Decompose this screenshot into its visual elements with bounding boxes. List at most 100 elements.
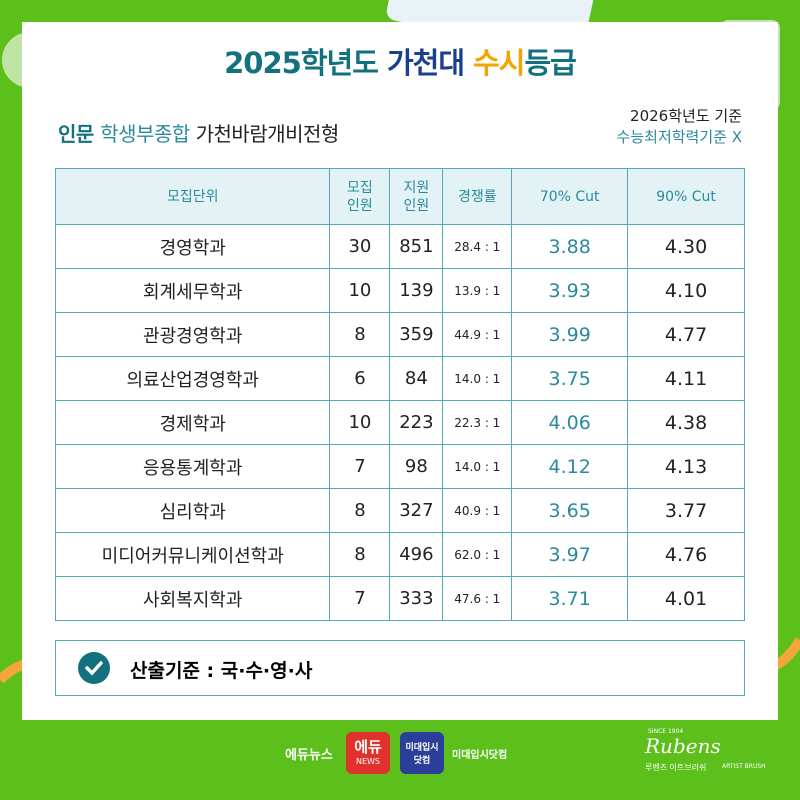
table-cell: 10	[329, 400, 391, 445]
table-cell: 3.65	[511, 488, 629, 533]
title: 2025학년도 가천대 수시등급	[0, 40, 800, 82]
column-header: 모집단위	[54, 168, 331, 225]
rubens-korean: 루벤즈 아트브러쉬	[645, 763, 707, 772]
table-cell: 7	[329, 576, 391, 621]
title-part: 등급	[524, 46, 577, 80]
table-cell: 4.11	[627, 356, 745, 401]
subtitle-part: 학생부종합	[100, 122, 196, 146]
column-header-line: 모집	[347, 179, 373, 196]
table-row: 경제학과 10 223 22.3 : 1 4.06 4.38	[54, 400, 745, 445]
table-cell: 327	[389, 488, 444, 533]
column-header: 경쟁률	[442, 168, 513, 225]
note-line: 2026학년도 기준	[630, 107, 742, 125]
edu-logo-text: NEWS	[355, 757, 381, 766]
table-cell: 22.3 : 1	[442, 400, 513, 445]
table-row: 사회복지학과 7 333 47.6 : 1 3.71 4.01	[54, 576, 745, 621]
table-cell: 6	[329, 356, 391, 401]
table-cell: 14.0 : 1	[442, 356, 513, 401]
footer: 에듀뉴스 에듀 NEWS 미대입시 닷컴 미대입시닷컴 SINCE 1904 R…	[0, 720, 800, 800]
table-cell: 139	[389, 268, 444, 313]
table: 모집단위 모집 인원 지원 인원 경쟁률 70% Cut 90% Cut 경영학과 30 851 2…	[54, 168, 745, 621]
column-header-line: 인원	[403, 197, 430, 214]
table-cell: 심리학과	[54, 488, 331, 533]
table-cell: 851	[389, 224, 444, 269]
table-cell: 98	[389, 444, 444, 489]
table-cell: 경영학과	[54, 224, 331, 269]
header-row: 모집단위 모집 인원 지원 인원 경쟁률 70% Cut 90% Cut	[54, 168, 745, 225]
table-cell: 8	[329, 488, 391, 533]
table-cell: 의료산업경영학과	[54, 356, 331, 401]
table-row: 미디어커뮤니케이션학과 8 496 62.0 : 1 3.97 4.76	[54, 532, 745, 577]
column-header-line: 70% Cut	[539, 188, 600, 205]
edu-logo-text: 에듀	[354, 738, 382, 756]
midae-logo: 미대입시 닷컴	[400, 732, 444, 774]
table-cell: 40.9 : 1	[442, 488, 513, 533]
table-cell: 응용통계학과	[54, 444, 331, 489]
column-header-line: 모집단위	[166, 188, 219, 205]
table-cell: 4.76	[627, 532, 745, 577]
table-cell: 4.30	[627, 224, 745, 269]
edu-logo: 에듀 NEWS	[346, 732, 390, 774]
table-cell: 3.71	[511, 576, 629, 621]
table-cell: 3.93	[511, 268, 629, 313]
table-cell: 14.0 : 1	[442, 444, 513, 489]
table-row: 회계세무학과 10 139 13.9 : 1 3.93 4.10	[54, 268, 745, 313]
table-row: 심리학과 8 327 40.9 : 1 3.65 3.77	[54, 488, 745, 533]
edunews-label: 에듀뉴스	[285, 748, 333, 763]
table-cell: 4.13	[627, 444, 745, 489]
title-part: 수시	[473, 46, 525, 80]
table-cell: 4.06	[511, 400, 629, 445]
table-cell: 4.12	[511, 444, 629, 489]
column-header-line: 90% Cut	[656, 188, 716, 205]
column-header: 70% Cut	[511, 168, 629, 225]
table-row: 경영학과 30 851 28.4 : 1 3.88 4.30	[54, 224, 745, 269]
table-cell: 3.97	[511, 532, 629, 577]
check-icon	[78, 652, 110, 684]
rubens-brand: Rubens	[645, 734, 721, 758]
table-cell: 8	[329, 532, 391, 577]
column-header-line: 지원	[403, 179, 430, 196]
table-cell: 7	[329, 444, 391, 489]
table-cell: 30	[329, 224, 391, 269]
table-cell: 333	[389, 576, 444, 621]
table-cell: 44.9 : 1	[442, 312, 513, 357]
table-cell: 62.0 : 1	[442, 532, 513, 577]
table-cell: 3.75	[511, 356, 629, 401]
table-cell: 4.77	[627, 312, 745, 357]
column-header-line: 경쟁률	[457, 188, 497, 205]
subtitle-part: 인문	[58, 122, 101, 146]
column-header: 모집 인원	[329, 168, 391, 225]
rubens-since: SINCE 1904	[648, 728, 684, 735]
note-line: 수능최저학력기준 X	[616, 128, 742, 146]
table-cell: 경제학과	[54, 400, 331, 445]
table-cell: 사회복지학과	[54, 576, 331, 621]
column-header-line: 인원	[347, 197, 373, 214]
note: 2026학년도 기준 수능최저학력기준 X	[617, 106, 742, 148]
midae-logo-text: 미대입시	[405, 743, 439, 753]
table-cell: 관광경영학과	[54, 312, 331, 357]
table-row: 관광경영학과 8 359 44.9 : 1 3.99 4.77	[54, 312, 745, 357]
table-cell: 8	[329, 312, 391, 357]
table-cell: 회계세무학과	[54, 268, 331, 313]
midae-label: 미대입시닷컴	[452, 750, 508, 761]
table-cell: 47.6 : 1	[442, 576, 513, 621]
column-header: 90% Cut	[627, 168, 745, 225]
table-cell: 3.77	[627, 488, 745, 533]
subtitle-part: 가천바람개비전형	[195, 122, 340, 146]
table-cell: 3.88	[511, 224, 629, 269]
table-cell: 496	[389, 532, 444, 577]
table-cell: 3.99	[511, 312, 629, 357]
table-row: 응용통계학과 7 98 14.0 : 1 4.12 4.13	[54, 444, 745, 489]
midae-logo-text: 닷컴	[413, 756, 431, 766]
table-cell: 84	[389, 356, 444, 401]
column-header: 지원 인원	[389, 168, 444, 225]
rubens-tag: ARTIST BRUSH	[722, 763, 766, 770]
footnote-box	[55, 640, 745, 696]
table-cell: 미디어커뮤니케이션학과	[54, 532, 331, 577]
table-cell: 359	[389, 312, 444, 357]
table-cell: 10	[329, 268, 391, 313]
table-body: 경영학과 30 851 28.4 : 1 3.88 4.30 회계세무학과 10 139 13.9…	[54, 224, 745, 621]
table-cell: 4.38	[627, 400, 745, 445]
table-cell: 28.4 : 1	[442, 224, 513, 269]
